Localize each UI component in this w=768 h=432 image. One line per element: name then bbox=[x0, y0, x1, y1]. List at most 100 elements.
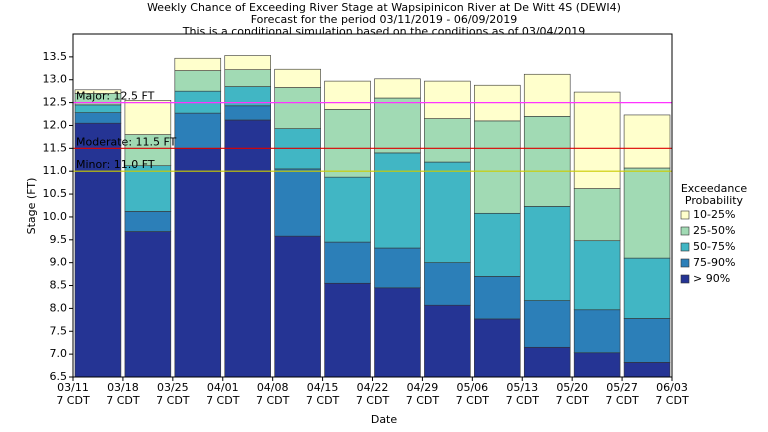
y-tick-label: 12.0 bbox=[43, 118, 68, 131]
x-tick-label: 03/18 bbox=[107, 381, 139, 394]
bar-segment bbox=[124, 211, 172, 232]
x-tick-label: 05/13 bbox=[506, 381, 538, 394]
x-tick-sublabel: 7 CDT bbox=[655, 394, 689, 407]
y-tick-label: 9.5 bbox=[50, 233, 68, 246]
threshold-label: Major: 12.5 FT bbox=[76, 90, 155, 103]
x-tick-label: 05/06 bbox=[456, 381, 488, 394]
y-tick-label: 8.0 bbox=[50, 301, 68, 314]
x-tick-label: 04/29 bbox=[407, 381, 439, 394]
y-tick-label: 7.0 bbox=[50, 347, 68, 360]
x-tick-label: 04/01 bbox=[207, 381, 239, 394]
bar-segment bbox=[623, 114, 671, 169]
legend-label: 75-90% bbox=[693, 256, 735, 269]
chart-subtitle: Forecast for the period 03/11/2019 - 06/… bbox=[251, 13, 518, 26]
bar-segment bbox=[474, 318, 521, 378]
bar-segment bbox=[374, 247, 421, 289]
bar-segment bbox=[224, 69, 271, 87]
x-tick-sublabel: 7 CDT bbox=[206, 394, 240, 407]
bar-segment bbox=[523, 346, 571, 378]
x-tick-label: 03/25 bbox=[157, 381, 189, 394]
bar-segment bbox=[274, 235, 321, 378]
bar-segment bbox=[274, 168, 321, 237]
bar-segment bbox=[623, 257, 671, 319]
bar-segment bbox=[124, 100, 172, 135]
bar-segment bbox=[374, 152, 421, 249]
x-tick-sublabel: 7 CDT bbox=[256, 394, 290, 407]
x-tick-sublabel: 7 CDT bbox=[106, 394, 140, 407]
x-tick-sublabel: 7 CDT bbox=[456, 394, 490, 407]
bar-segment bbox=[124, 231, 172, 378]
legend-swatch bbox=[680, 210, 690, 220]
x-tick-sublabel: 7 CDT bbox=[156, 394, 190, 407]
y-tick-label: 8.5 bbox=[50, 279, 68, 292]
x-tick-sublabel: 7 CDT bbox=[506, 394, 540, 407]
bar-segment bbox=[523, 300, 571, 348]
bar-segment bbox=[74, 104, 122, 113]
legend-swatch bbox=[680, 274, 690, 284]
legend-title: Probability bbox=[685, 194, 744, 207]
bar-segment bbox=[474, 120, 521, 214]
x-tick-label: 05/27 bbox=[606, 381, 638, 394]
legend-title: Exceedance bbox=[681, 182, 748, 195]
bar-segment bbox=[324, 176, 371, 243]
bar-segment bbox=[124, 165, 172, 212]
bar-segment bbox=[74, 89, 122, 94]
bar-segment bbox=[573, 240, 621, 311]
bar-segment bbox=[124, 134, 172, 167]
bar-segment bbox=[174, 57, 222, 71]
bar-segment bbox=[424, 80, 471, 119]
x-tick-sublabel: 7 CDT bbox=[406, 394, 440, 407]
x-tick-sublabel: 7 CDT bbox=[356, 394, 390, 407]
y-tick-label: 13.5 bbox=[43, 50, 68, 63]
bar-segment bbox=[523, 116, 571, 207]
bar-segment bbox=[274, 87, 321, 129]
legend-swatch bbox=[680, 226, 690, 236]
bar-segment bbox=[224, 55, 271, 70]
bar-segment bbox=[274, 68, 321, 88]
bar-segment bbox=[474, 276, 521, 320]
bar-segment bbox=[623, 318, 671, 363]
legend-label: 25-50% bbox=[693, 224, 735, 237]
bar-segment bbox=[523, 206, 571, 301]
x-tick-label: 04/08 bbox=[257, 381, 289, 394]
legend-label: > 90% bbox=[693, 272, 730, 285]
bar-segment bbox=[573, 91, 621, 189]
bar-segment bbox=[174, 70, 222, 92]
y-tick-label: 11.5 bbox=[43, 141, 68, 154]
legend-label: 50-75% bbox=[693, 240, 735, 253]
y-axis-label: Stage (FT) bbox=[25, 178, 38, 235]
plot-area bbox=[73, 34, 672, 377]
y-tick-label: 11.0 bbox=[43, 164, 68, 177]
bar-segment bbox=[573, 188, 621, 242]
bar-segment bbox=[374, 97, 421, 154]
bar-segment bbox=[324, 80, 371, 110]
bar-segment bbox=[174, 148, 222, 378]
bar-segment bbox=[224, 119, 271, 378]
x-tick-label: 05/20 bbox=[556, 381, 588, 394]
bar-segment bbox=[623, 362, 671, 378]
bar-segment bbox=[374, 287, 421, 378]
bar-segment bbox=[74, 122, 122, 378]
x-tick-label: 04/15 bbox=[307, 381, 339, 394]
bar-segment bbox=[474, 212, 521, 277]
bar-segment bbox=[424, 262, 471, 306]
threshold-label: Moderate: 11.5 FT bbox=[76, 135, 177, 148]
x-tick-label: 06/03 bbox=[656, 381, 688, 394]
bar-segment bbox=[424, 161, 471, 263]
x-tick-sublabel: 7 CDT bbox=[605, 394, 639, 407]
bar-segment bbox=[324, 282, 371, 378]
x-tick-sublabel: 7 CDT bbox=[555, 394, 589, 407]
bar-segment bbox=[573, 309, 621, 354]
x-axis-label: Date bbox=[371, 413, 398, 426]
bar-segment bbox=[374, 78, 421, 99]
bar-segment bbox=[74, 112, 122, 124]
legend-swatch bbox=[680, 242, 690, 252]
bar-segment bbox=[573, 352, 621, 378]
y-tick-label: 10.5 bbox=[43, 187, 68, 200]
legend-swatch bbox=[680, 258, 690, 268]
x-tick-sublabel: 7 CDT bbox=[56, 394, 90, 407]
y-tick-label: 12.5 bbox=[43, 96, 68, 109]
bar-segment bbox=[324, 109, 371, 178]
bar-segment bbox=[424, 304, 471, 378]
